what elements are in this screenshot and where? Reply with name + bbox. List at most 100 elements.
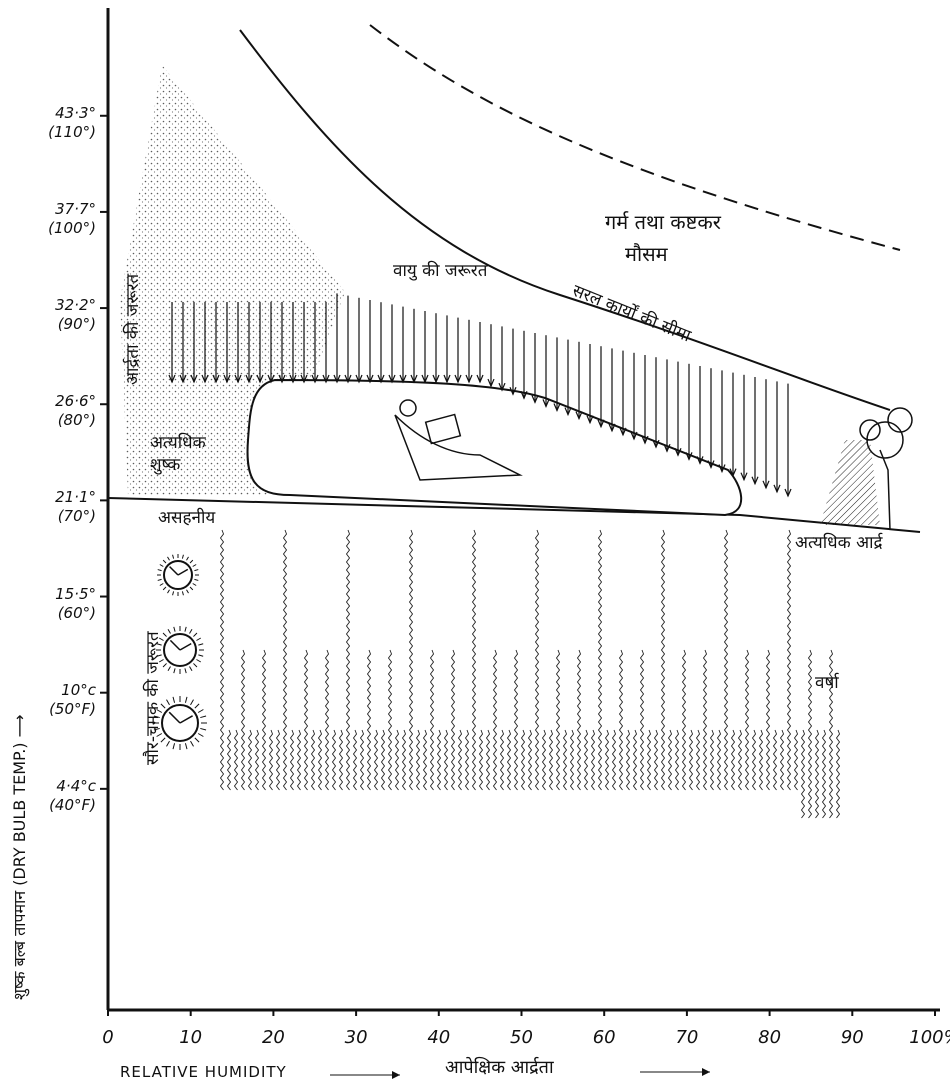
rain-line (753, 730, 756, 790)
page: गर्म तथा कष्टकर मौसम वायु की जरूरत सरल क… (0, 0, 950, 1090)
y-tick-label: 4·4°c (40°F) (38, 777, 96, 815)
rain-line (466, 730, 469, 790)
x-tick-label: 40 (409, 1027, 469, 1048)
rain-line (417, 730, 420, 790)
rain-line (501, 730, 504, 790)
x-tick-label: 90 (822, 1027, 882, 1048)
rain-line (739, 730, 742, 790)
rain-line (284, 530, 287, 790)
rain-line (256, 730, 259, 790)
x-axis-label: RELATIVE HUMIDITY (120, 1063, 287, 1081)
rain-line (263, 650, 266, 790)
rain-line (767, 650, 770, 790)
rain-line (508, 730, 511, 790)
rain-line (774, 730, 777, 790)
x-tick-label: 100% (905, 1027, 950, 1048)
rain-line (557, 650, 560, 790)
rain-line (690, 730, 693, 790)
rain-line (277, 730, 280, 790)
rain-line (452, 650, 455, 790)
rain-line (375, 730, 378, 790)
x-tick-label: 0 (78, 1027, 138, 1048)
rain-line (305, 650, 308, 790)
rain-line (837, 730, 840, 818)
rain-line (781, 730, 784, 790)
rain-line (270, 730, 273, 790)
y-tick-label: 37·7° (100°) (38, 200, 96, 238)
x-tick-label: 80 (740, 1027, 800, 1048)
rain-line (697, 730, 700, 790)
y-tick-label: 21·1° (70°) (38, 488, 96, 526)
y-tick-label: 26·6° (80°) (38, 392, 96, 430)
rain-line (319, 730, 322, 790)
rain-line (662, 530, 665, 790)
annotation: वर्षा (815, 670, 839, 693)
rain-line (795, 730, 798, 790)
rain-line (347, 530, 350, 790)
rain-line (620, 650, 623, 790)
rain-line (403, 730, 406, 790)
y-axis-label: शुष्क बल्ब तापमान (DRY BULB TEMP.) ⟶ (8, 714, 30, 1000)
rain-line (389, 650, 392, 790)
rain-line (445, 730, 448, 790)
rain-line (606, 730, 609, 790)
y-tick-label: 15·5° (60°) (38, 585, 96, 623)
rain-line (718, 730, 721, 790)
rain-line (298, 730, 301, 790)
rain-line (487, 730, 490, 790)
annotation: वायु की जरूरत (393, 258, 487, 281)
rain-line (410, 530, 413, 790)
rain-line (711, 730, 714, 790)
rain-line (676, 730, 679, 790)
rain-line (235, 730, 238, 790)
arrow (392, 1071, 400, 1079)
rain-line (648, 730, 651, 790)
rain-line (578, 650, 581, 790)
y-tick-label: 32·2° (90°) (38, 296, 96, 334)
rain-line (361, 730, 364, 790)
annotation: आर्द्रता की जरूरत (120, 274, 143, 385)
rain-line (669, 730, 672, 790)
x-tick-label: 60 (574, 1027, 634, 1048)
rain-line (368, 650, 371, 790)
x-tick-label: 50 (492, 1027, 552, 1048)
rain-line (704, 650, 707, 790)
rain-line (746, 650, 749, 790)
rain-line (809, 650, 812, 818)
rain-line (382, 730, 385, 790)
rain-line (627, 730, 630, 790)
rain-line (536, 530, 539, 790)
rain-line (459, 730, 462, 790)
annotation: गर्म तथा कष्टकर (605, 208, 721, 235)
rain-line (354, 730, 357, 790)
rain-line (543, 730, 546, 790)
rain-line (816, 730, 819, 818)
rain-line (655, 730, 658, 790)
rain-line (592, 730, 595, 790)
annotation: सौर-चमक की जरूरत (140, 631, 163, 765)
rain-line (480, 730, 483, 790)
rain-line (424, 730, 427, 790)
rain-line (641, 650, 644, 790)
rain-line (732, 730, 735, 790)
x-tick-label: 70 (657, 1027, 717, 1048)
x-tick-label: 10 (161, 1027, 221, 1048)
rain-line (683, 650, 686, 790)
rain-line (522, 730, 525, 790)
rain-line (634, 730, 637, 790)
rain-lines (221, 530, 840, 818)
rain-line (823, 730, 826, 818)
rain-line (550, 730, 553, 790)
rain-line (494, 650, 497, 790)
sun-hand (170, 567, 188, 575)
rain-line (788, 530, 791, 790)
rain-line (228, 730, 231, 790)
sun-hand (170, 640, 191, 650)
rain-line (564, 730, 567, 790)
rain-line (326, 650, 329, 790)
x-tick-label: 30 (326, 1027, 386, 1048)
rain-line (242, 650, 245, 790)
rain-line (802, 730, 805, 818)
rain-line (249, 730, 252, 790)
rain-line (725, 530, 728, 790)
